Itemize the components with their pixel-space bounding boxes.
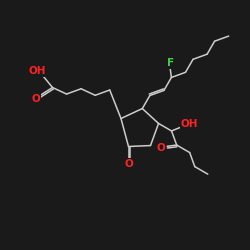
Text: OH: OH xyxy=(180,120,198,130)
Text: F: F xyxy=(166,58,174,68)
Text: OH: OH xyxy=(29,66,46,76)
Text: O: O xyxy=(157,142,166,152)
Text: O: O xyxy=(32,94,40,104)
Text: O: O xyxy=(124,159,133,169)
